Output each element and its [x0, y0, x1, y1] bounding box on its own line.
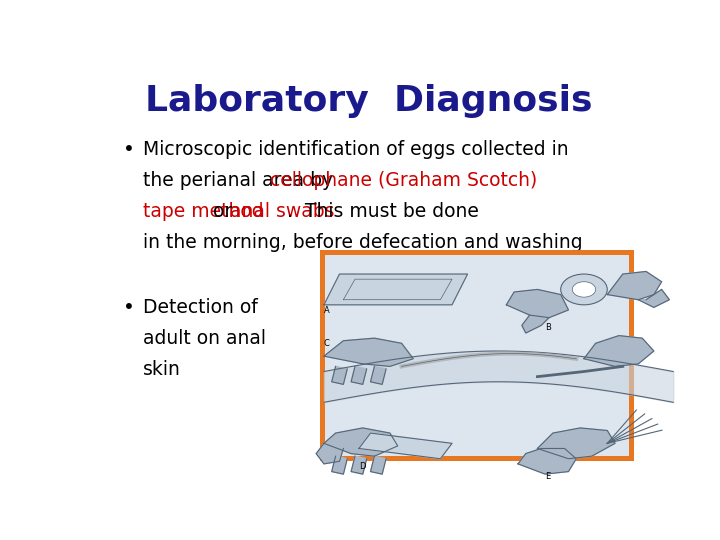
Text: the perianal area by: the perianal area by [143, 171, 339, 190]
Text: Laboratory  Diagnosis: Laboratory Diagnosis [145, 84, 593, 118]
Text: B: B [545, 323, 551, 333]
Bar [322, 252, 631, 458]
Text: C: C [324, 339, 330, 348]
Text: in the morning, before defecation and washing: in the morning, before defecation and wa… [143, 233, 582, 252]
Text: •: • [124, 298, 135, 316]
Polygon shape [324, 338, 413, 366]
Polygon shape [584, 335, 654, 366]
Polygon shape [518, 448, 576, 474]
Polygon shape [332, 366, 347, 384]
Circle shape [561, 274, 607, 305]
Text: cellophane (Graham Scotch): cellophane (Graham Scotch) [270, 171, 538, 190]
Circle shape [572, 282, 595, 297]
Text: skin: skin [143, 360, 181, 379]
Text: E: E [545, 472, 550, 481]
Polygon shape [639, 289, 670, 307]
Text: Microscopic identification of eggs collected in: Microscopic identification of eggs colle… [143, 140, 569, 159]
Polygon shape [537, 428, 615, 458]
Text: anal swabs: anal swabs [230, 202, 334, 221]
Polygon shape [522, 315, 549, 333]
Polygon shape [506, 289, 569, 318]
Text: D: D [359, 462, 365, 471]
Polygon shape [351, 366, 366, 384]
Text: Detection of: Detection of [143, 298, 258, 316]
Polygon shape [359, 433, 452, 458]
Polygon shape [351, 456, 366, 474]
Text: or: or [207, 202, 238, 221]
Bar [322, 252, 631, 458]
Polygon shape [324, 428, 397, 456]
Text: adult on anal: adult on anal [143, 329, 266, 348]
Polygon shape [324, 274, 467, 305]
Polygon shape [316, 443, 343, 464]
Text: •: • [124, 140, 135, 159]
Text: A: A [324, 306, 330, 314]
Polygon shape [607, 272, 662, 300]
Polygon shape [332, 456, 347, 474]
Text: .  This must be done: . This must be done [287, 202, 479, 221]
Polygon shape [371, 456, 386, 474]
Polygon shape [371, 366, 386, 384]
Text: tape method: tape method [143, 202, 264, 221]
